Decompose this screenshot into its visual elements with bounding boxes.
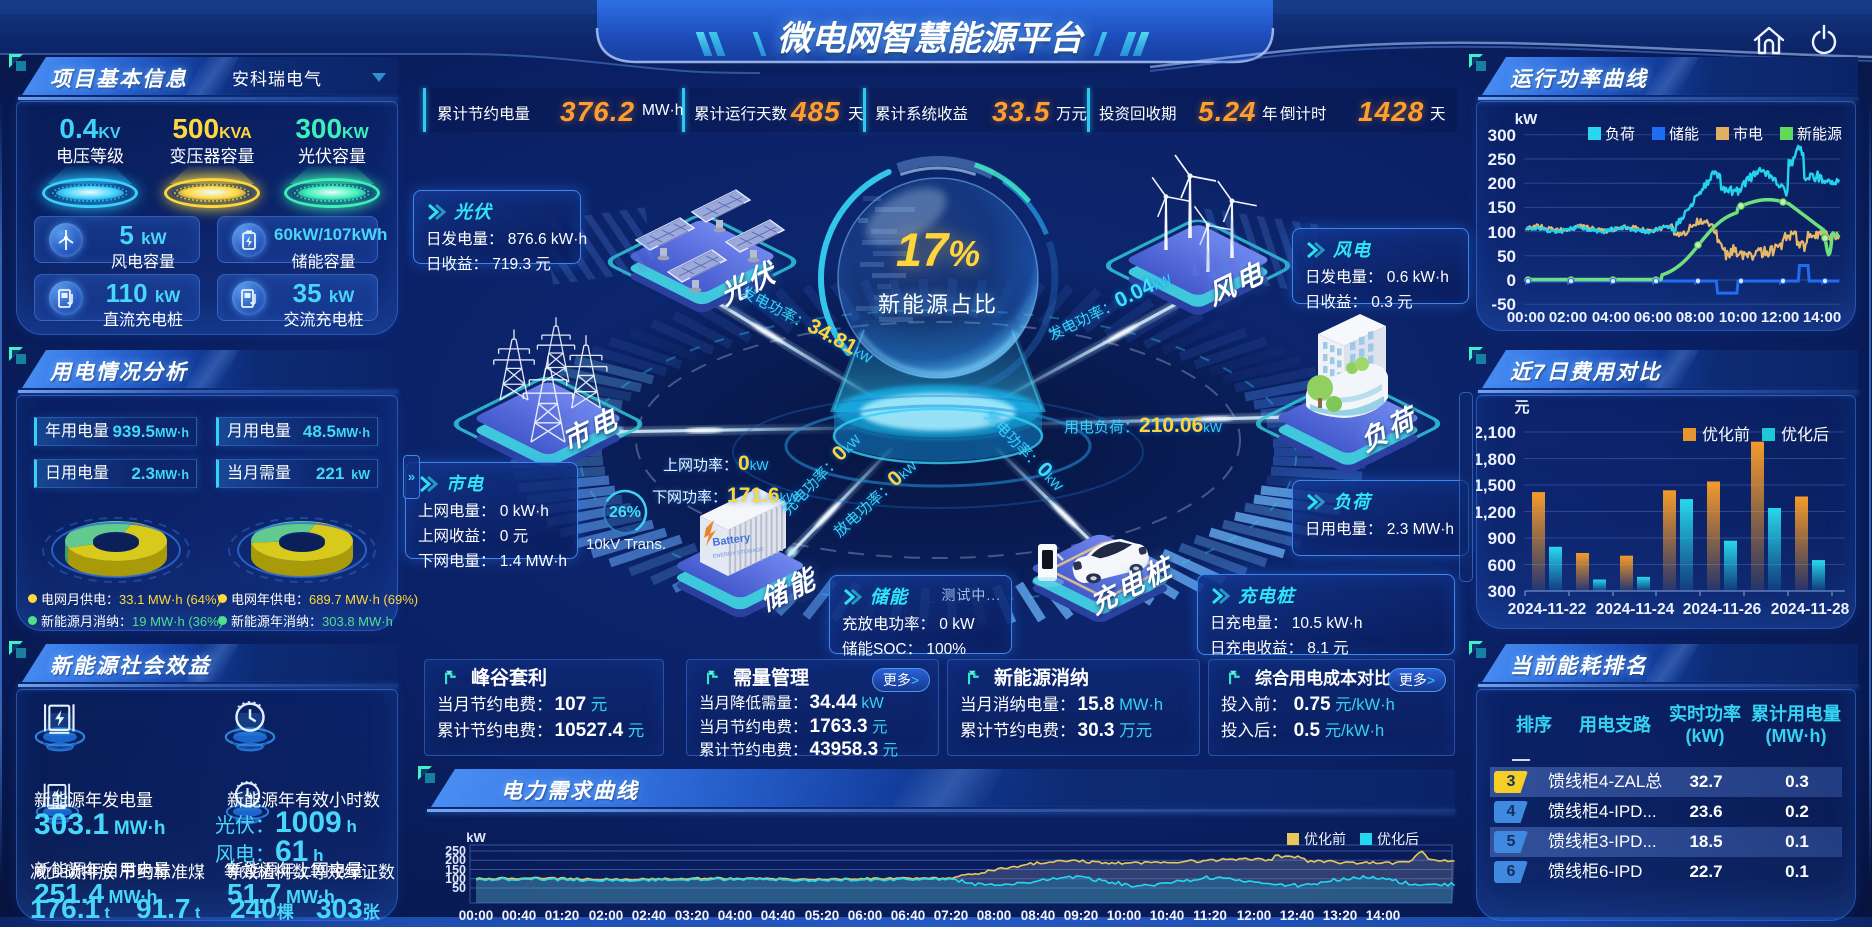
svg-text:2024-11-28: 2024-11-28	[1771, 601, 1850, 618]
svg-text:00:00: 00:00	[459, 908, 494, 923]
svg-text:08:00: 08:00	[1676, 309, 1714, 326]
svg-text:12:00: 12:00	[1761, 309, 1799, 326]
svg-text:04:40: 04:40	[761, 908, 796, 923]
svg-text:02:00: 02:00	[589, 908, 624, 923]
svg-text:09:20: 09:20	[1064, 908, 1099, 923]
svg-text:14:00: 14:00	[1803, 309, 1841, 326]
svg-text:13:20: 13:20	[1323, 908, 1358, 923]
svg-text:1,500: 1,500	[1476, 476, 1516, 495]
svg-text:150: 150	[1488, 198, 1516, 217]
svg-text:优化前: 优化前	[1702, 426, 1750, 444]
svg-text:Battery: Battery	[712, 532, 752, 549]
svg-text:08:40: 08:40	[1021, 908, 1056, 923]
svg-text:06:00: 06:00	[1634, 309, 1672, 326]
svg-text:150: 150	[445, 863, 466, 877]
svg-text:02:00: 02:00	[1549, 309, 1587, 326]
svg-text:2024-11-24: 2024-11-24	[1596, 601, 1675, 618]
svg-text:14:00: 14:00	[1366, 908, 1401, 923]
svg-text:10:00: 10:00	[1719, 309, 1757, 326]
svg-text:06:40: 06:40	[891, 908, 926, 923]
svg-text:300: 300	[1488, 582, 1516, 601]
svg-text:新能源: 新能源	[1797, 126, 1842, 143]
svg-text:00:00: 00:00	[1507, 309, 1545, 326]
svg-text:2024-11-22: 2024-11-22	[1508, 601, 1586, 618]
svg-text:2,100: 2,100	[1476, 423, 1516, 442]
svg-text:200: 200	[445, 853, 466, 867]
svg-text:2024-11-26: 2024-11-26	[1683, 601, 1762, 618]
svg-text:市电: 市电	[1733, 126, 1763, 143]
svg-text:900: 900	[1488, 529, 1516, 548]
svg-text:250: 250	[1488, 150, 1516, 169]
svg-text:03:20: 03:20	[675, 908, 710, 923]
svg-text:02:40: 02:40	[632, 908, 667, 923]
svg-text:04:00: 04:00	[1592, 309, 1630, 326]
svg-text:06:00: 06:00	[848, 908, 883, 923]
svg-text:01:20: 01:20	[545, 908, 580, 923]
svg-text:kW: kW	[466, 830, 486, 845]
svg-text:优化前: 优化前	[1304, 831, 1346, 847]
svg-text:1,800: 1,800	[1476, 450, 1516, 469]
svg-text:0: 0	[1507, 271, 1516, 290]
svg-text:1,200: 1,200	[1476, 503, 1516, 522]
svg-text:04:00: 04:00	[718, 908, 753, 923]
svg-text:100: 100	[445, 872, 466, 886]
svg-text:08:00: 08:00	[977, 908, 1012, 923]
svg-text:00:40: 00:40	[502, 908, 537, 923]
svg-text:100: 100	[1488, 223, 1516, 242]
svg-text:元: 元	[1514, 399, 1529, 416]
svg-text:10:00: 10:00	[1107, 908, 1142, 923]
svg-text:储能: 储能	[1669, 126, 1699, 143]
svg-text:优化后: 优化后	[1781, 426, 1829, 444]
svg-text:50: 50	[1497, 247, 1516, 266]
svg-text:200: 200	[1488, 174, 1516, 193]
svg-text:kW: kW	[1515, 111, 1538, 128]
svg-text:11:20: 11:20	[1193, 908, 1227, 923]
svg-text:12:40: 12:40	[1280, 908, 1315, 923]
svg-text:-50: -50	[1491, 295, 1516, 314]
svg-text:负荷: 负荷	[1605, 126, 1635, 143]
svg-text:优化后: 优化后	[1377, 831, 1419, 847]
svg-text:12:00: 12:00	[1237, 908, 1272, 923]
svg-text:600: 600	[1488, 556, 1516, 575]
svg-text:10:40: 10:40	[1150, 908, 1185, 923]
svg-text:05:20: 05:20	[805, 908, 840, 923]
svg-text:50: 50	[452, 881, 466, 895]
svg-text:300: 300	[1488, 126, 1516, 145]
svg-text:07:20: 07:20	[934, 908, 969, 923]
svg-text:250: 250	[445, 844, 466, 858]
